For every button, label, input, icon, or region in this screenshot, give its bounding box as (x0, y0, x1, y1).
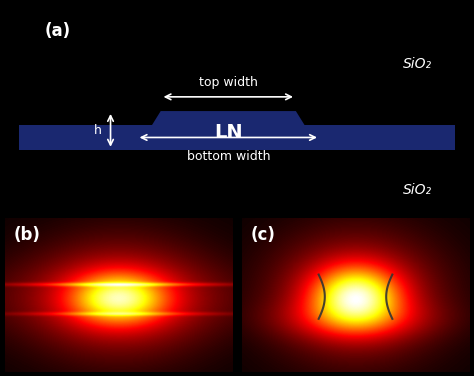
Text: SiO₂: SiO₂ (403, 183, 432, 197)
Text: (a): (a) (45, 22, 71, 40)
Text: (b): (b) (14, 226, 41, 244)
Text: LN: LN (214, 123, 243, 142)
Text: (c): (c) (251, 226, 276, 244)
Text: top width: top width (199, 76, 258, 89)
Polygon shape (137, 111, 320, 150)
Bar (19, 125, 455, 150)
Text: bottom width: bottom width (187, 150, 270, 163)
Text: h: h (94, 124, 102, 137)
Text: SiO₂: SiO₂ (403, 58, 432, 71)
